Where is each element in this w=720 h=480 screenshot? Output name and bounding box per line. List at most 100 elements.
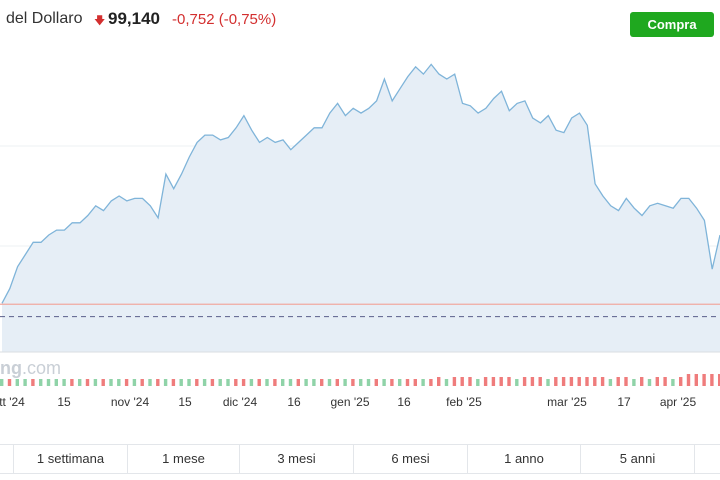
volume-bar bbox=[78, 379, 82, 386]
range-tabs: 1 settimana 1 mese 3 mesi 6 mesi 1 anno … bbox=[0, 444, 720, 474]
volume-bar bbox=[54, 379, 58, 386]
volume-bar bbox=[351, 379, 355, 386]
x-tick-label: dic '24 bbox=[223, 395, 258, 409]
range-tab-more[interactable] bbox=[695, 445, 720, 473]
volume-bar bbox=[608, 379, 613, 386]
volume-bar bbox=[460, 377, 464, 386]
volume-bar bbox=[257, 379, 261, 386]
volume-bar bbox=[195, 379, 199, 386]
x-tick-label: 15 bbox=[57, 395, 71, 409]
last-price: 99,140 bbox=[108, 9, 160, 28]
volume-bar bbox=[530, 377, 535, 386]
volume-bar bbox=[671, 379, 675, 386]
down-arrow-icon: 🡇 bbox=[94, 15, 106, 27]
volume-bar bbox=[187, 379, 191, 386]
volume-bar bbox=[686, 374, 691, 386]
volume-bar bbox=[0, 379, 4, 386]
volume-bar bbox=[554, 377, 558, 386]
volume-bar bbox=[718, 374, 720, 386]
volume-bar bbox=[202, 379, 207, 386]
volume-bar bbox=[312, 379, 316, 386]
volume-bar bbox=[156, 379, 160, 386]
range-tab-1-week[interactable]: 1 settimana bbox=[14, 445, 128, 473]
volume-bar bbox=[561, 377, 566, 386]
volume-bar bbox=[538, 377, 542, 386]
x-tick-label: nov '24 bbox=[111, 395, 150, 409]
change-percent: (-0,75%) bbox=[218, 11, 277, 28]
volume-bar bbox=[593, 377, 597, 386]
volume-bar bbox=[265, 379, 269, 386]
volume-bar bbox=[101, 379, 105, 386]
volume-bar bbox=[296, 379, 300, 386]
x-tick-label: tt '24 bbox=[0, 395, 25, 409]
x-tick-label: apr '25 bbox=[660, 395, 697, 409]
volume-bar bbox=[23, 379, 27, 386]
volume-bar bbox=[499, 377, 503, 386]
volume-bar bbox=[694, 374, 698, 386]
volume-bar bbox=[85, 379, 90, 386]
change-value: -0,752 bbox=[172, 11, 215, 28]
volume-bar bbox=[171, 379, 176, 386]
range-tab-6-months[interactable]: 6 mesi bbox=[354, 445, 468, 473]
volume-bar bbox=[335, 379, 339, 386]
volume-bar bbox=[31, 379, 35, 386]
volume-bar bbox=[444, 379, 449, 386]
volume-bar bbox=[343, 379, 347, 386]
volume-bar bbox=[421, 379, 425, 386]
volume-bar bbox=[374, 379, 378, 386]
range-tab-3-months[interactable]: 3 mesi bbox=[240, 445, 354, 473]
volume-bar bbox=[62, 379, 66, 386]
volume-bar bbox=[655, 377, 659, 386]
volume-bar bbox=[398, 379, 402, 386]
volume-bar bbox=[304, 379, 308, 386]
volume-bar bbox=[476, 379, 480, 386]
volume-bar bbox=[46, 379, 51, 386]
volume-bar bbox=[179, 379, 183, 386]
volume-bar bbox=[226, 379, 230, 386]
range-tab-0[interactable] bbox=[0, 445, 14, 473]
price-area bbox=[2, 64, 720, 353]
volume-bar bbox=[109, 379, 113, 386]
range-tab-1-month[interactable]: 1 mese bbox=[128, 445, 240, 473]
volume-bar bbox=[382, 379, 386, 386]
chart-svg: tt '24 15 nov '24 15 dic '24 16 gen '25 16 feb '… bbox=[0, 63, 720, 409]
volume-bar bbox=[452, 377, 457, 386]
range-tab-1-year[interactable]: 1 anno bbox=[468, 445, 581, 473]
volume-bar bbox=[288, 379, 293, 386]
quote-header: del Dollaro 🡇 99,140 -0,752 (-0,75%) Com… bbox=[0, 0, 720, 40]
volume-bar bbox=[468, 377, 472, 386]
volume-bar bbox=[515, 379, 519, 386]
volume-bar bbox=[491, 377, 496, 386]
volume-bar bbox=[522, 377, 527, 386]
volume-bar bbox=[702, 374, 706, 386]
price-change: -0,752 (-0,75%) bbox=[172, 11, 276, 28]
volume-bar bbox=[327, 379, 332, 386]
volume-bar bbox=[577, 377, 581, 386]
volume-bar bbox=[148, 379, 152, 386]
volume-bar bbox=[124, 379, 129, 386]
volume-bar bbox=[218, 379, 222, 386]
volume-bar bbox=[249, 379, 254, 386]
volume-bar bbox=[210, 379, 215, 386]
x-tick-label: 15 bbox=[178, 395, 192, 409]
volume-bar bbox=[585, 377, 589, 386]
price-line bbox=[1, 63, 720, 304]
range-tab-5-years[interactable]: 5 anni bbox=[581, 445, 695, 473]
volume-bar bbox=[93, 379, 98, 386]
volume-bar bbox=[15, 379, 19, 386]
volume-bar bbox=[647, 379, 652, 386]
instrument-title: del Dollaro bbox=[6, 10, 83, 27]
volume-bar bbox=[679, 377, 683, 386]
volume-bar bbox=[140, 379, 144, 386]
volume-bar bbox=[70, 379, 74, 386]
x-tick-label: 16 bbox=[287, 395, 301, 409]
x-tick-label: gen '25 bbox=[331, 395, 370, 409]
watermark-logo: ng.com bbox=[0, 358, 62, 378]
price-chart[interactable]: tt '24 15 nov '24 15 dic '24 16 gen '25 16 feb '… bbox=[0, 40, 720, 420]
x-tick-label: feb '25 bbox=[446, 395, 482, 409]
volume-bar bbox=[413, 379, 417, 386]
volume-bar bbox=[320, 379, 324, 386]
buy-button[interactable]: Compra bbox=[630, 12, 714, 37]
volume-bar bbox=[273, 379, 277, 386]
volume-bar bbox=[616, 377, 620, 386]
